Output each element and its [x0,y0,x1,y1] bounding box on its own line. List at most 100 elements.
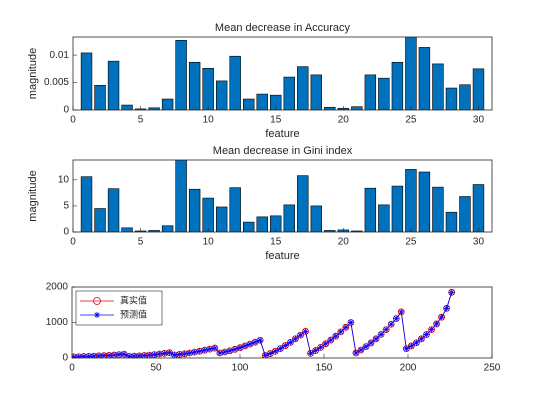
bar [324,230,336,232]
marker [146,352,153,358]
marker [388,321,395,328]
bar [107,188,120,232]
marker [242,342,249,349]
marker [231,346,238,353]
bar [283,76,295,110]
marker [312,347,319,354]
bar [459,84,471,110]
marker [221,348,228,355]
marker [423,331,430,338]
marker [151,351,158,358]
legend-box [75,290,163,326]
y-tick-label: 0 [62,353,68,364]
x-tick-label: 15 [270,115,282,126]
bar [215,80,228,110]
marker [181,350,188,357]
x-tick-label: 15 [270,237,282,248]
legend-label: 预测值 [120,308,147,319]
marker [342,324,349,331]
x-axis-label: feature [265,250,299,262]
bar [297,66,309,110]
x-tick-label: 5 [138,115,144,126]
marker [287,339,294,346]
marker [161,350,168,357]
marker [347,319,354,326]
marker [403,345,410,352]
y-tick-label: 0.005 [44,77,69,88]
x-tick-label: 25 [405,115,417,126]
y-tick-label: 0 [63,105,69,116]
bar [405,169,417,232]
x-tick-label: 25 [405,237,417,248]
marker [428,326,435,333]
y-tick-label: 2000 [46,282,69,293]
marker [191,349,198,356]
bar [188,188,201,232]
axes-box [72,36,493,111]
marker [357,347,364,354]
bar [391,61,404,110]
marker [317,344,324,351]
marker [448,289,455,296]
x-tick-label: 5 [138,237,144,248]
bar [121,104,133,110]
bar [202,197,214,232]
marker [368,339,375,346]
bar [161,225,174,232]
y-axis-label: magnitude [27,170,39,221]
marker [247,341,254,348]
marker [327,337,334,344]
marker [131,353,138,358]
bar [418,171,431,232]
y-tick-label: 0 [63,227,69,238]
bar [229,187,241,232]
marker [90,353,97,358]
x-tick-label: 30 [473,115,485,126]
bar [351,106,363,110]
bar [459,196,471,232]
x-tick-label: 50 [150,363,162,374]
marker [413,339,420,346]
plot-area [80,160,485,232]
bar [175,39,187,110]
marker [277,345,284,352]
marker [337,328,344,335]
x-tick-label: 150 [316,363,333,374]
bar [175,160,187,232]
y-tick-label: 10 [58,174,70,185]
chart-title: Mean decrease in Gini index [213,145,353,157]
bar [148,230,160,232]
bar [364,187,377,232]
marker [201,347,208,354]
marker [302,328,309,335]
marker [166,349,173,356]
x-tick-label: 30 [473,237,485,248]
bar [188,61,201,110]
bar [472,68,485,110]
plot-area [80,37,485,110]
marker [206,346,213,353]
x-tick-label: 0 [70,115,76,126]
bar [324,106,336,110]
x-tick-label: 0 [70,237,76,248]
marker [267,350,274,357]
marker [408,342,415,349]
bar [445,211,458,232]
y-tick-label: 5 [63,201,69,212]
x-tick-label: 200 [400,363,417,374]
x-tick-label: 20 [338,115,350,126]
marker [332,333,339,340]
marker [282,342,289,349]
y-axis-label: magnitude [27,48,39,99]
marker [80,353,87,358]
bar [405,37,417,110]
marker [171,351,178,358]
marker [105,352,112,358]
bar [80,176,93,232]
bar [378,204,390,232]
marker [141,352,148,358]
marker [393,315,400,322]
marker [176,351,183,358]
axes-box [72,159,493,233]
bar [297,175,309,232]
